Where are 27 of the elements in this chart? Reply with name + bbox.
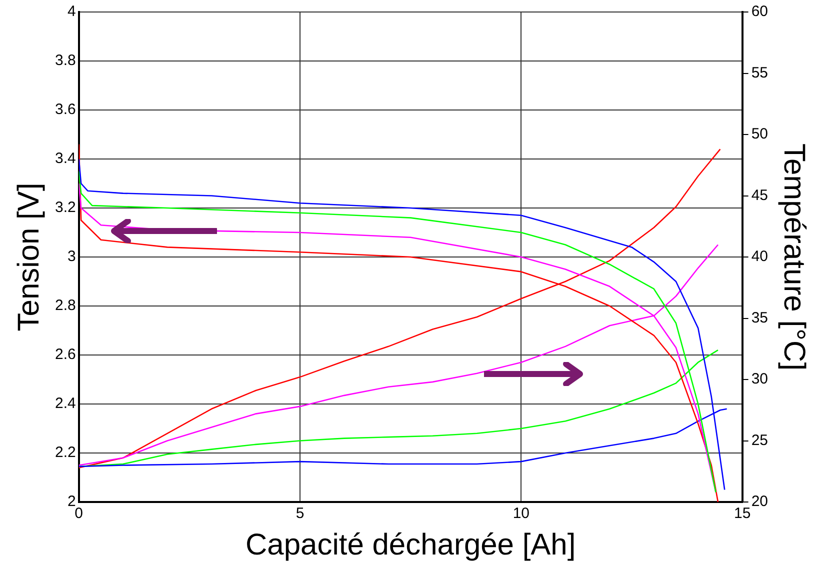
y-tick-label: 2.8 (54, 297, 76, 314)
y2-tick-label: 35 (751, 309, 768, 326)
y-tick-label: 3.6 (54, 101, 76, 118)
x-tick-label: 15 (734, 505, 751, 522)
y2-tick-label: 45 (751, 186, 768, 204)
y2-tick-label: 55 (751, 64, 768, 82)
y-tick-label: 3.4 (54, 150, 76, 168)
y2-axis-title: Température [°C] (778, 143, 811, 371)
y2-tick-label: 60 (751, 3, 768, 20)
x-tick-label: 0 (74, 505, 84, 522)
y2-tick-label: 20 (751, 493, 768, 510)
x-axis-title: Capacité déchargée [Ah] (245, 528, 576, 562)
y-tick-label: 2.4 (54, 395, 76, 412)
x-tick-label: 5 (296, 505, 304, 522)
x-tick-label: 10 (512, 505, 530, 522)
y-tick-label: 4 (68, 3, 76, 20)
y2-tick-label: 50 (751, 126, 768, 143)
y-tick-label: 2.2 (54, 444, 76, 462)
y2-tick-label: 25 (751, 432, 768, 449)
y-tick-label: 3.2 (54, 199, 76, 216)
y2-tick-label: 40 (751, 248, 768, 266)
y-tick-label: 2.6 (54, 346, 76, 364)
y-tick-label: 3 (68, 248, 76, 266)
y-tick-label: 3.8 (54, 52, 76, 70)
y2-tick-label: 30 (751, 370, 768, 388)
y-tick-label: 2 (68, 493, 76, 510)
y-axis-title: Tension [V] (12, 182, 46, 332)
